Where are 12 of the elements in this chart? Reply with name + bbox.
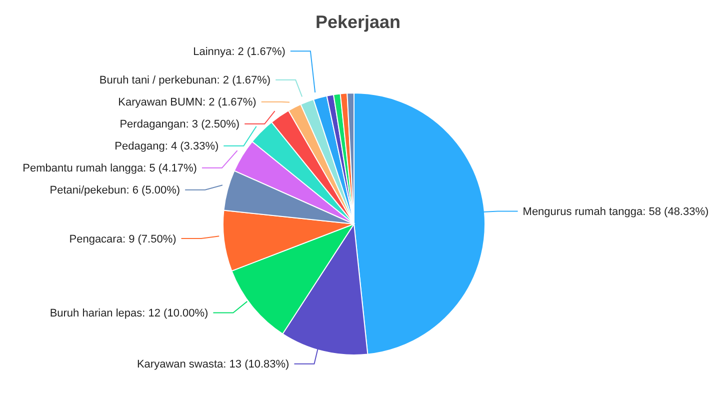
slice-label: Perdagangan: 3 (2.50%) [120, 118, 240, 131]
slice-label: Mengurus rumah tangga: 58 (48.33%) [522, 206, 709, 218]
slice-label: Petani/pekebun: 6 (5.00%) [50, 184, 180, 197]
slice-label: Karyawan swasta: 13 (10.83%) [136, 358, 290, 371]
slice-label: Pengacara: 9 (7.50%) [69, 233, 176, 246]
slice-label: Lainnya: 2 (1.67%) [193, 46, 286, 58]
slice-label: Karyawan BUMN: 2 (1.67%) [118, 96, 256, 109]
slice-label: Buruh tani / perkebunan: 2 (1.67%) [99, 74, 271, 87]
slice-label: Pedagang: 4 (3.33%) [114, 140, 219, 153]
slice-label: Buruh harian lepas: 12 (10.00%) [50, 308, 208, 320]
slice-label: Pembantu rumah langga: 5 (4.17%) [22, 162, 197, 175]
chart-title: Pekerjaan [314, 12, 402, 33]
